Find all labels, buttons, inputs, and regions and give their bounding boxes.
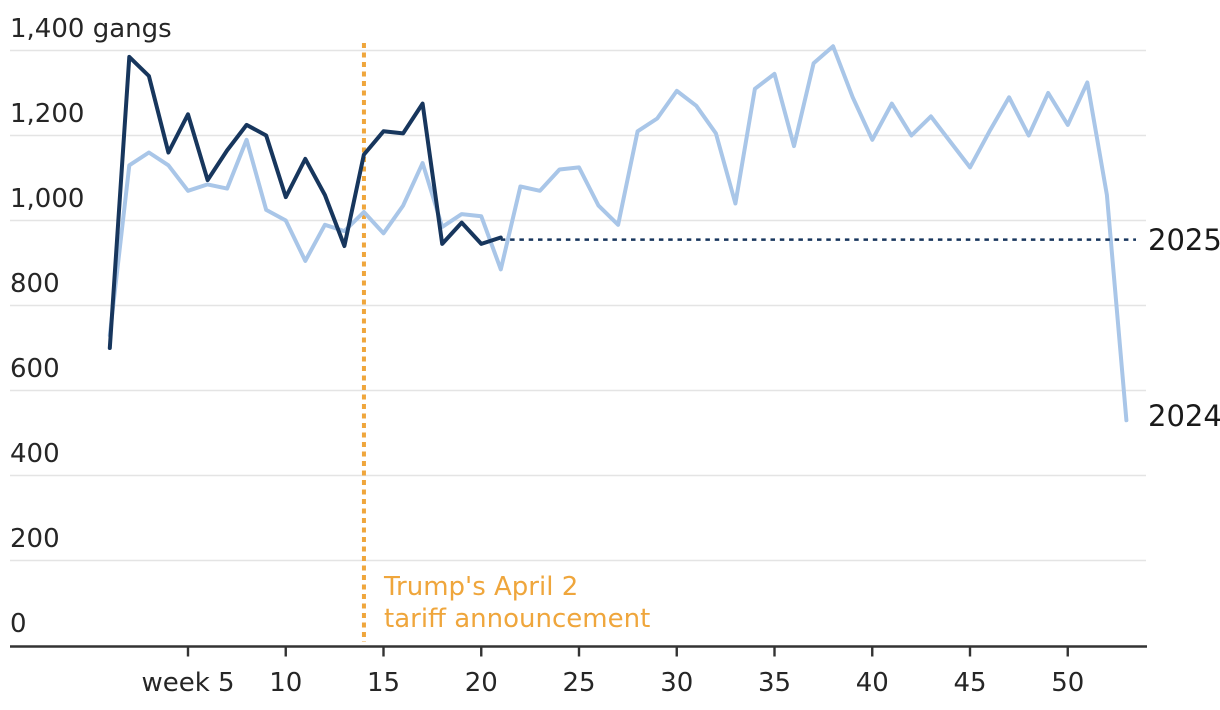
x-axis-tick-label: 20 xyxy=(464,668,498,698)
y-axis-tick-label: 800 xyxy=(10,268,60,299)
y-axis-tick-label: 600 xyxy=(10,353,60,384)
y-axis-tick-label: 1,000 xyxy=(10,183,85,214)
y-axis-tick-label: 1,200 xyxy=(10,98,85,129)
x-axis-tick-label: 10 xyxy=(269,668,303,698)
y-axis-tick-label: 400 xyxy=(10,438,60,469)
annotation-text-line2: tariff announcement xyxy=(384,604,651,634)
x-axis-tick-label: 30 xyxy=(660,668,694,698)
x-axis-tick-label: 35 xyxy=(757,668,792,698)
series-end-label-2024: 2024 xyxy=(1148,399,1220,433)
line-2024 xyxy=(107,44,1129,423)
y-axis-tick-label: 0 xyxy=(10,608,27,639)
x-axis-tick-label: week 5 xyxy=(141,668,235,698)
x-axis-tick-label: 50 xyxy=(1051,668,1085,698)
line-2025 xyxy=(107,54,503,350)
x-axis-tick-label: 15 xyxy=(366,668,401,698)
y-axis-tick-label: 1,400 gangs xyxy=(10,13,172,44)
series-end-label-2025: 2025 xyxy=(1148,223,1220,257)
annotation-text-line1: Trump's April 2 xyxy=(384,572,579,602)
y-axis-tick-label: 200 xyxy=(10,523,60,554)
x-axis-tick-label: 25 xyxy=(562,668,596,698)
x-axis-tick-label: 45 xyxy=(953,668,987,698)
x-axis-tick-label: 40 xyxy=(855,668,889,698)
